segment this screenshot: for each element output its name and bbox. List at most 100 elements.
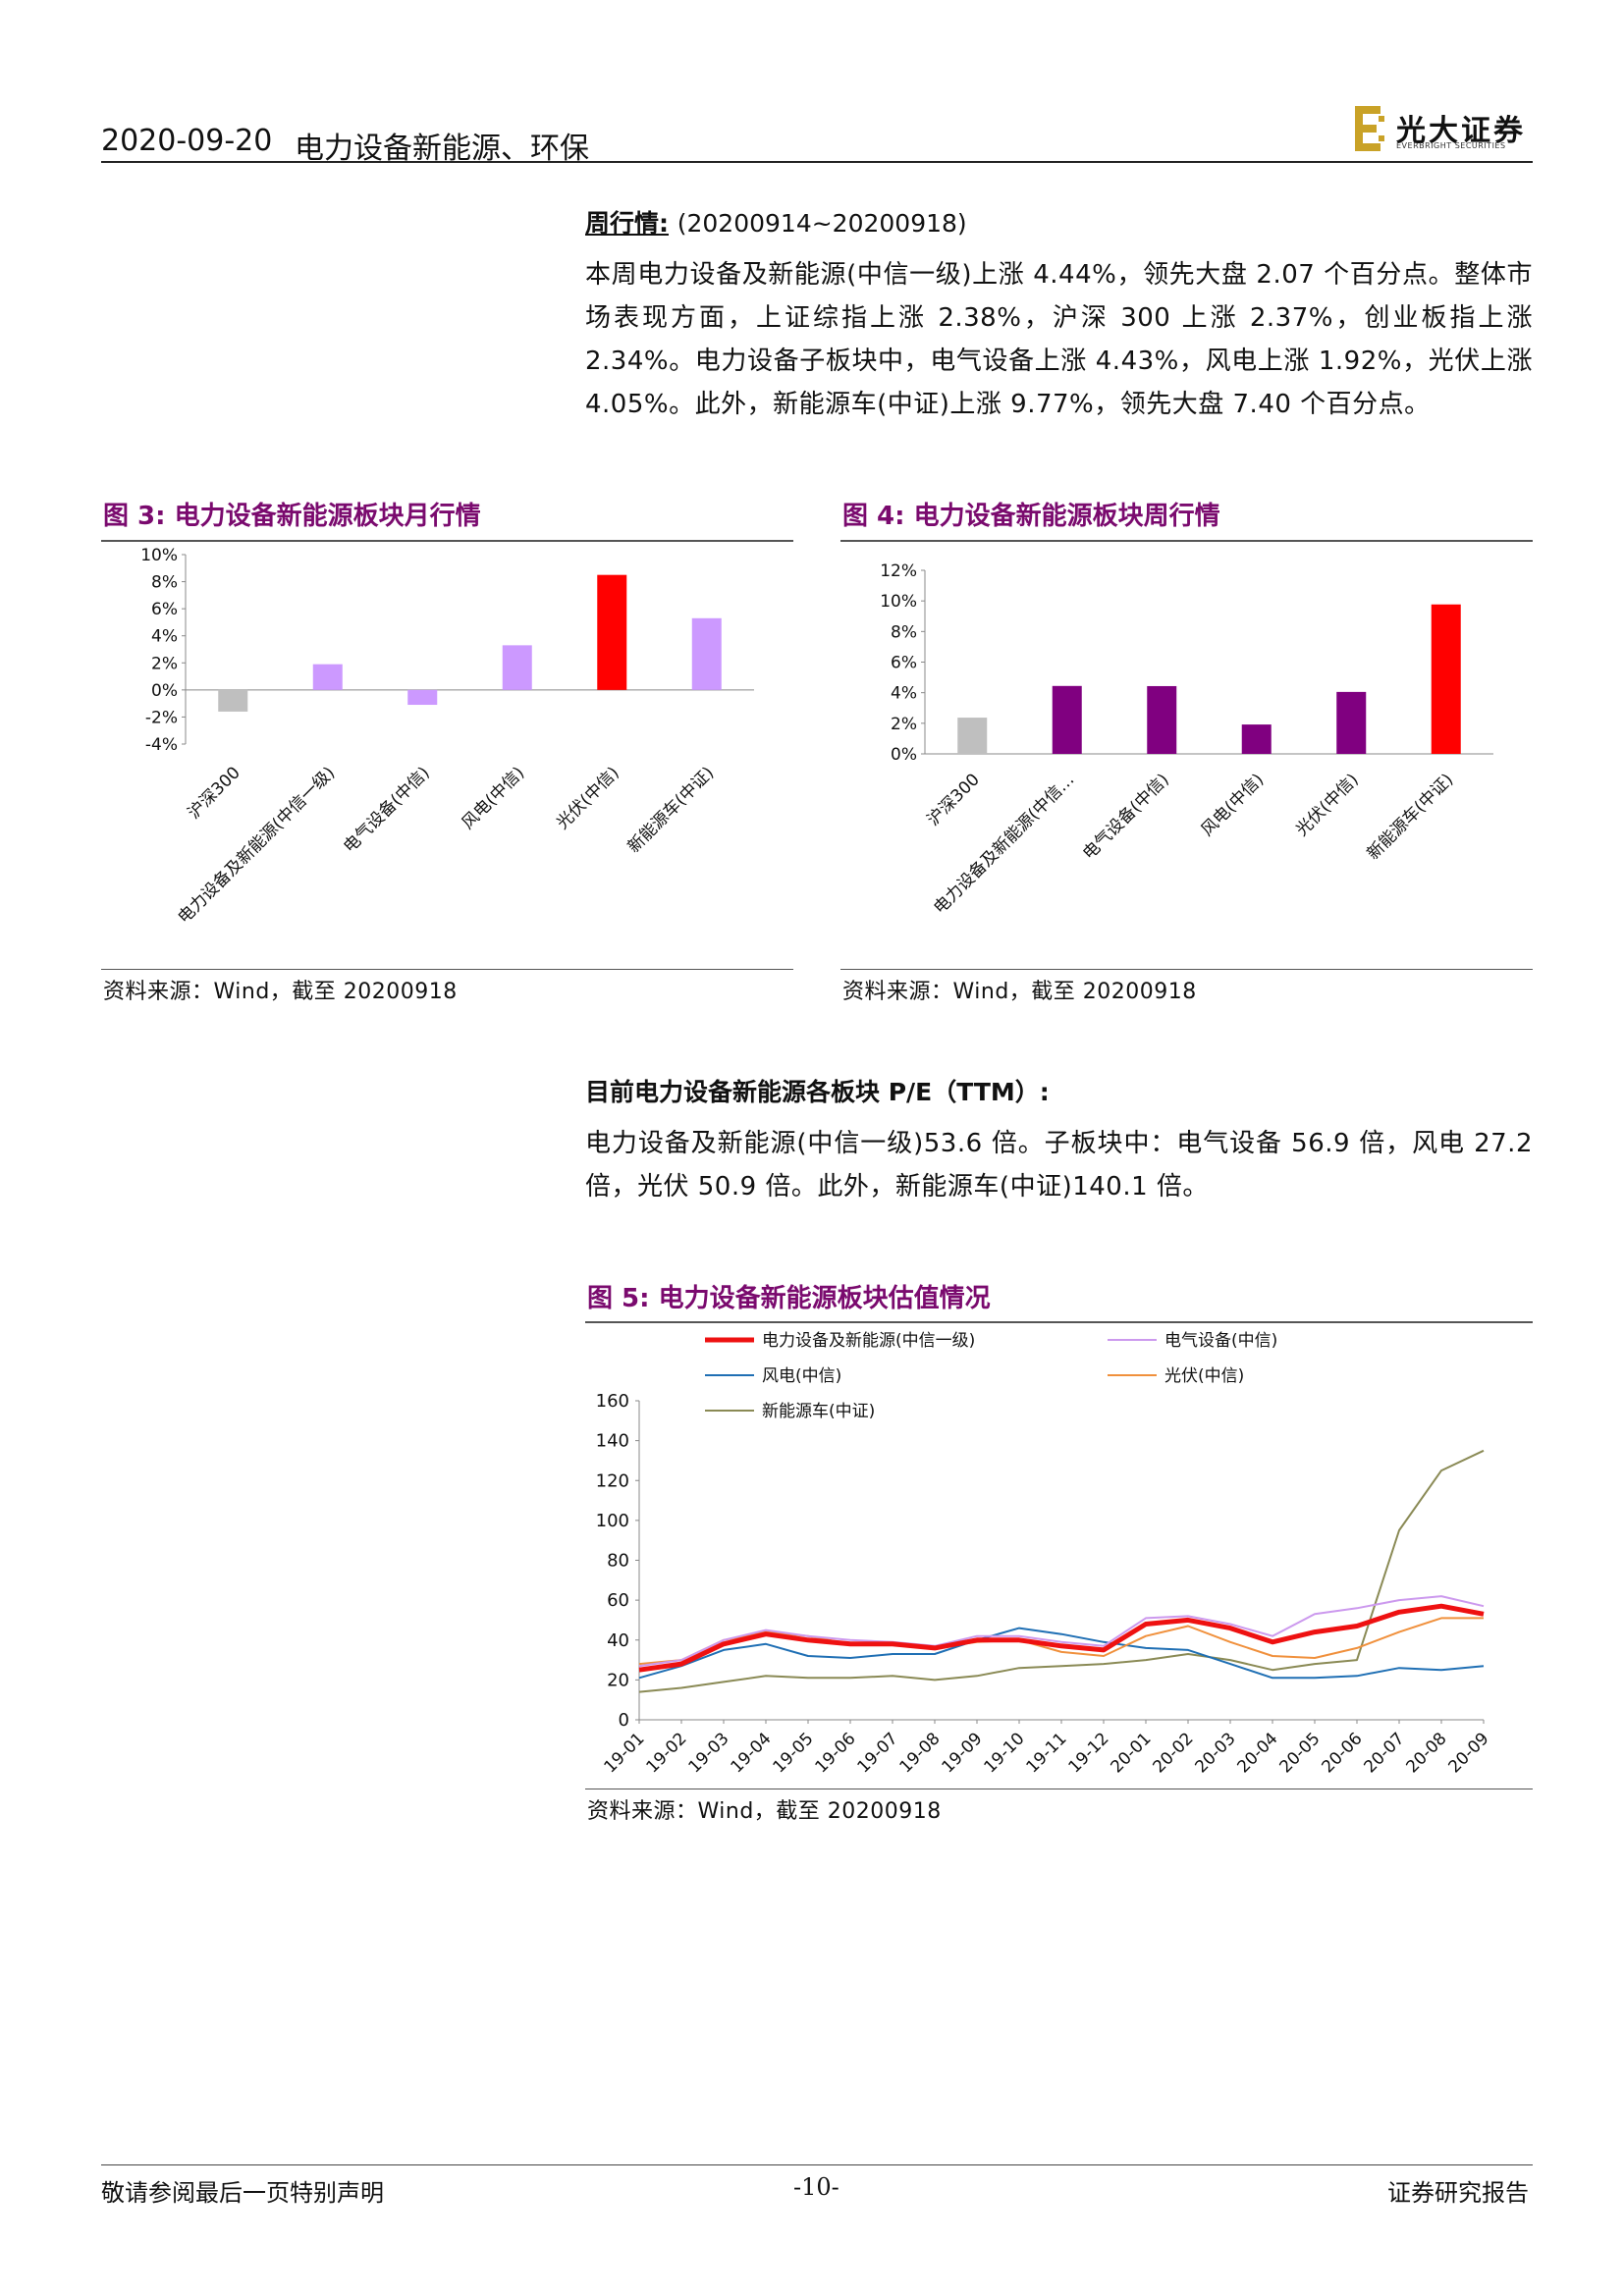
- footer-report-type: 证券研究报告: [1387, 2179, 1529, 2207]
- x-tick-label: 20-05: [1275, 1729, 1324, 1777]
- weekly-title: 周行情:: [585, 209, 669, 238]
- bar: [1052, 685, 1082, 754]
- y-tick-label: 20: [607, 1670, 629, 1690]
- bar: [1147, 685, 1177, 754]
- y-tick-label: 100: [596, 1511, 629, 1531]
- header-rule: [101, 161, 1533, 163]
- series-line: [638, 1595, 1485, 1668]
- bar: [407, 689, 438, 706]
- y-tick-label: 12%: [880, 561, 917, 581]
- y-tick-label: 0%: [151, 681, 178, 701]
- x-tick-label: 光伏(中信): [1292, 770, 1363, 840]
- everbright-logo-icon: [1355, 106, 1384, 151]
- fig4-title: 图 4: 电力设备新能源板块周行情: [842, 496, 1220, 532]
- header-title: 电力设备新能源、环保: [295, 132, 589, 166]
- weekly-paragraph: 本周电力设备及新能源(中信一级)上涨 4.44%，领先大盘 2.07 个百分点。…: [585, 260, 1533, 419]
- bar: [218, 689, 248, 712]
- fig3-top-rule: [101, 540, 793, 542]
- y-tick-label: 4%: [151, 627, 178, 647]
- y-tick-label: 6%: [891, 654, 917, 673]
- x-tick-label: 20-03: [1191, 1729, 1239, 1777]
- fig5-source: 资料来源：Wind，截至 20200918: [587, 1799, 942, 1824]
- fig4-bottom-rule: [840, 969, 1533, 970]
- bar: [1241, 724, 1272, 754]
- weekly-section-title: 周行情: (20200914~20200918): [585, 204, 967, 240]
- fig5-top-rule: [585, 1321, 1533, 1323]
- x-tick-label: 新能源车(中证): [624, 763, 719, 857]
- y-tick-label: 8%: [891, 622, 917, 642]
- y-tick-label: 0%: [891, 745, 917, 765]
- y-tick-label: 10%: [880, 592, 917, 612]
- fig4-title-text: 电力设备新能源板块周行情: [913, 502, 1220, 531]
- y-tick-label: 40: [607, 1630, 629, 1651]
- series-line: [638, 1603, 1485, 1673]
- logo-cn-text: 光大证券: [1396, 114, 1526, 148]
- series-line: [638, 1449, 1485, 1693]
- y-tick-label: 2%: [891, 715, 917, 734]
- x-tick-label: 19-05: [769, 1729, 817, 1777]
- fig4-source: 资料来源：Wind，截至 20200918: [842, 980, 1197, 1004]
- x-tick-label: 光伏(中信): [553, 763, 623, 833]
- fig5-title-text: 电力设备新能源板块估值情况: [658, 1284, 991, 1313]
- fig4-label: 图 4:: [842, 502, 905, 531]
- y-tick-label: -4%: [145, 735, 178, 755]
- pe-paragraph: 电力设备及新能源(中信一级)53.6 倍。子板块中：电气设备 56.9 倍，风电…: [585, 1129, 1533, 1201]
- fig5-title: 图 5: 电力设备新能源板块估值情况: [587, 1278, 991, 1314]
- x-tick-label: 风电(中信): [459, 763, 529, 833]
- x-tick-label: 20-04: [1233, 1729, 1281, 1777]
- series-line: [638, 1627, 1485, 1680]
- y-tick-label: 8%: [151, 573, 178, 593]
- x-tick-label: 沪深300: [924, 770, 984, 829]
- y-tick-label: 60: [607, 1590, 629, 1611]
- x-tick-label: 19-04: [727, 1729, 775, 1777]
- legend-label: 电气设备(中信): [1164, 1331, 1277, 1351]
- x-tick-label: 19-11: [1022, 1729, 1070, 1777]
- legend-label: 新能源车(中证): [762, 1402, 875, 1421]
- weekly-range: (20200914~20200918): [677, 209, 967, 238]
- fig3-source: 资料来源：Wind，截至 20200918: [103, 980, 458, 1004]
- x-tick-label: 20-07: [1360, 1729, 1408, 1777]
- x-tick-label: 19-02: [642, 1729, 690, 1777]
- x-tick-label: 20-01: [1107, 1729, 1155, 1777]
- x-tick-label: 19-12: [1064, 1729, 1112, 1777]
- y-tick-label: 0: [619, 1710, 629, 1731]
- footer-rule: [101, 2164, 1533, 2165]
- fig5-label: 图 5:: [587, 1284, 650, 1313]
- x-tick-label: 19-10: [980, 1729, 1028, 1777]
- footer-disclaimer: 敬请参阅最后一页特别声明: [101, 2179, 384, 2207]
- pe-section-title: 目前电力设备新能源各板块 P/E（TTM）:: [585, 1078, 1050, 1106]
- x-tick-label: 19-06: [811, 1729, 859, 1777]
- bar: [1336, 691, 1367, 754]
- x-tick-label: 电力设备及新能源(中信一级): [175, 763, 340, 928]
- y-tick-label: 2%: [151, 654, 178, 673]
- x-tick-label: 20-09: [1444, 1729, 1492, 1777]
- bar: [502, 645, 532, 690]
- y-tick-label: 4%: [891, 684, 917, 704]
- y-tick-label: 140: [596, 1431, 629, 1452]
- fig3-bottom-rule: [101, 969, 793, 970]
- y-tick-label: 120: [596, 1470, 629, 1491]
- fig3-title: 图 3: 电力设备新能源板块月行情: [103, 496, 481, 532]
- bar: [597, 574, 627, 690]
- fig3-label: 图 3:: [103, 502, 166, 531]
- fig5-chart: 电力设备及新能源(中信一级) 电气设备(中信) 风电(中信) 光伏(中信) 新能源车(中…: [596, 1331, 1493, 1777]
- fig3-title-text: 电力设备新能源板块月行情: [174, 502, 481, 531]
- x-tick-label: 电气设备(中信): [340, 763, 434, 857]
- header-date: 2020-09-20: [101, 124, 273, 158]
- legend-label: 风电(中信): [762, 1366, 841, 1386]
- x-tick-label: 19-09: [938, 1729, 986, 1777]
- bar: [957, 718, 988, 754]
- legend-label: 光伏(中信): [1164, 1366, 1244, 1386]
- x-tick-label: 20-06: [1318, 1729, 1366, 1777]
- bar: [312, 664, 343, 690]
- bar: [691, 617, 722, 690]
- bar: [1431, 604, 1461, 754]
- legend-label: 电力设备及新能源(中信一级): [762, 1331, 975, 1351]
- y-tick-label: 10%: [140, 546, 178, 565]
- x-tick-label: 电气设备(中信): [1079, 770, 1173, 864]
- x-tick-label: 新能源车(中证): [1364, 770, 1458, 864]
- series-line: [638, 1617, 1484, 1666]
- x-tick-label: 19-01: [600, 1729, 648, 1777]
